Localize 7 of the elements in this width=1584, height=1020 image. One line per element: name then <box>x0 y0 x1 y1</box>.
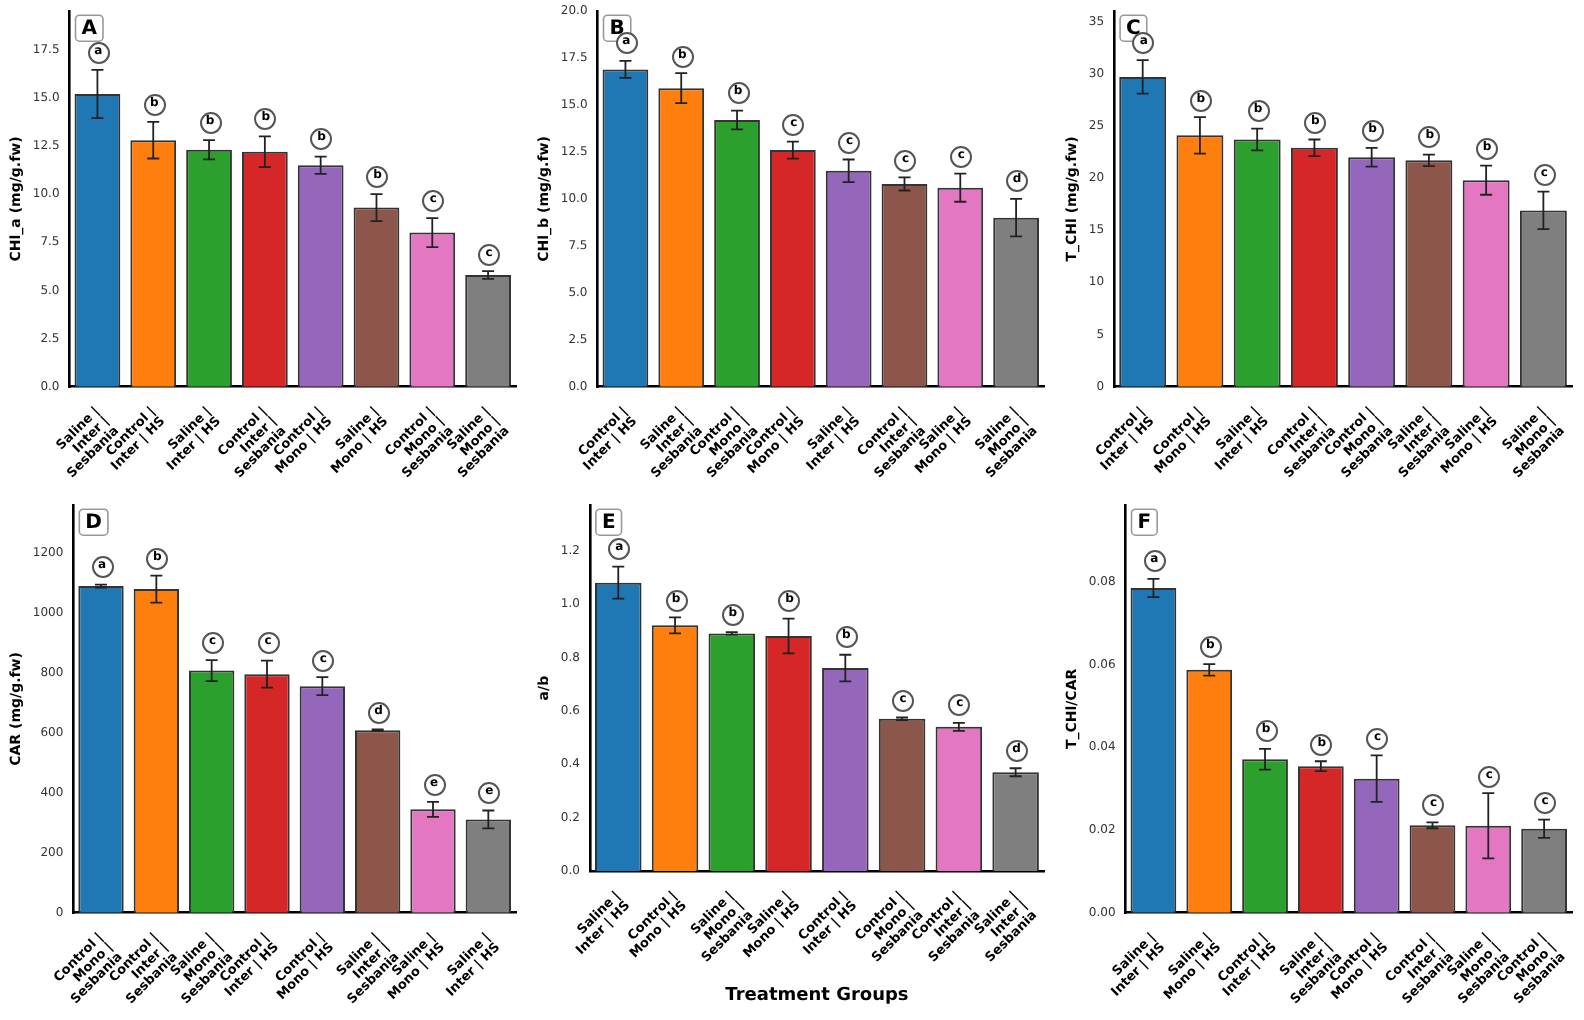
chart-title: F <box>1137 512 1152 535</box>
chart-title: B <box>609 18 625 41</box>
chart-title: A <box>81 18 98 41</box>
chart-title: C <box>1126 18 1141 41</box>
chart-title: D <box>85 512 102 535</box>
x-axis-title: Treatment Groups <box>725 985 909 1006</box>
chart-title: E <box>601 512 616 535</box>
